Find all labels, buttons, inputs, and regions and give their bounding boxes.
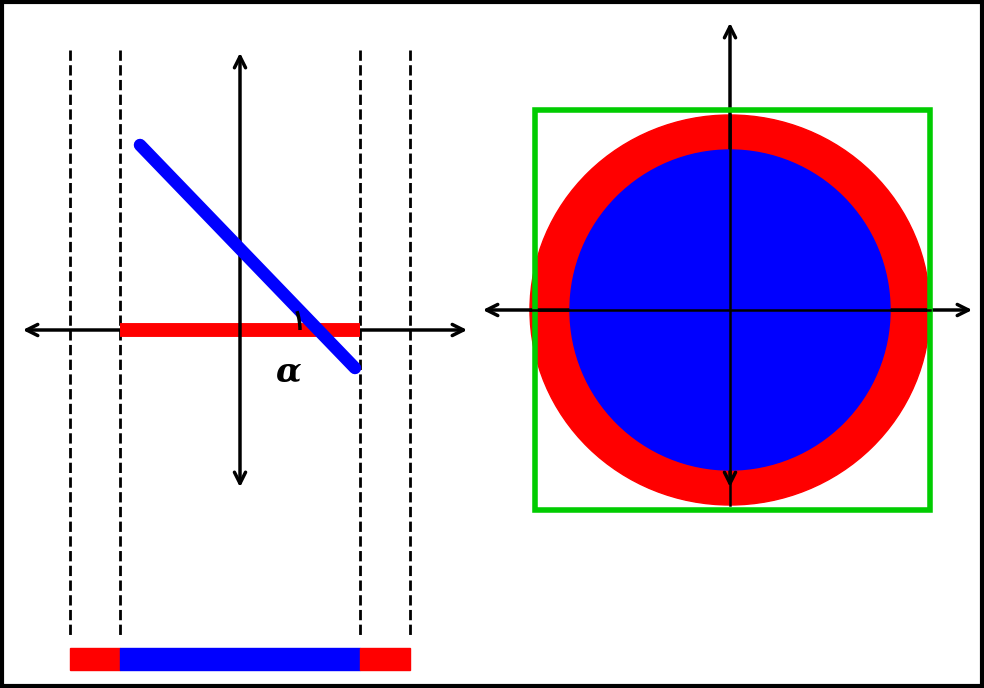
Bar	[70, 648, 120, 670]
Ellipse shape	[530, 115, 930, 505]
Text: α: α	[275, 355, 301, 388]
Bar	[360, 648, 410, 670]
Circle shape	[570, 150, 890, 470]
Bar	[535, 110, 930, 510]
Bar	[120, 648, 360, 670]
